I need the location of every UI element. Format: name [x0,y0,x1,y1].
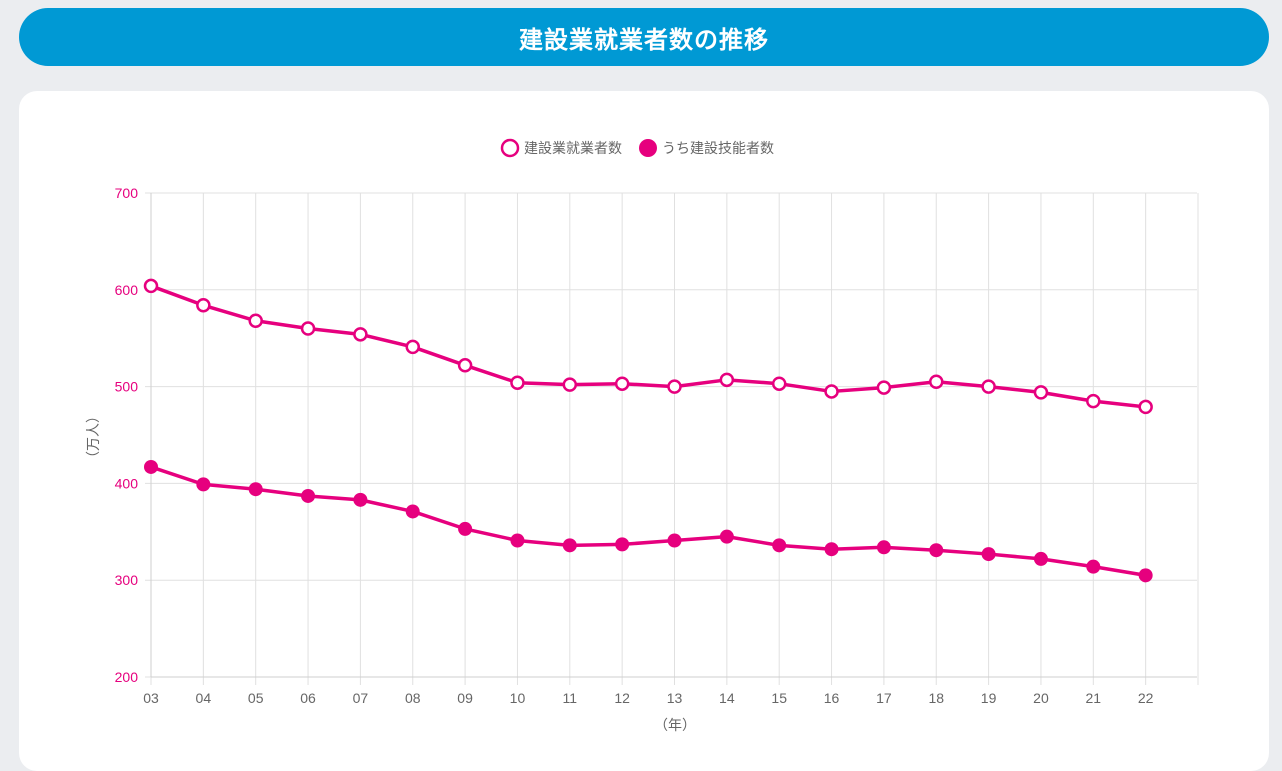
data-point-series-2 [353,492,368,507]
y-tick-label: 500 [115,379,139,395]
title-banner: 建設業就業者数の推移 [19,8,1269,66]
x-tick-label: 22 [1138,690,1154,706]
data-point-series-2 [772,538,787,553]
data-point-series-1 [457,358,473,373]
x-tick-label: 12 [614,690,630,706]
x-tick-label: 06 [300,690,316,706]
data-point-series-2 [981,547,996,562]
data-point-series-2 [458,521,473,536]
data-point-series-2 [562,538,577,553]
data-point-series-1 [248,313,263,329]
legend-marker-open [500,138,520,158]
data-point-series-2 [929,543,944,558]
x-tick-label: 10 [510,690,526,706]
data-point-series-2 [301,488,316,503]
data-point-series-1 [1033,385,1049,400]
data-point-series-2 [510,533,525,548]
x-tick-label: 15 [771,690,787,706]
x-tick-label: 05 [248,690,264,706]
data-point-series-1 [143,278,159,294]
data-point-series-2 [824,542,839,557]
data-point-series-2 [405,504,420,519]
x-axis-title: （年） [654,718,696,734]
legend-marker-filled [639,139,657,157]
x-tick-label: 03 [143,690,159,706]
data-point-series-1 [300,321,316,336]
grid [145,192,1199,685]
y-tick-label: 400 [115,475,139,491]
data-point-series-1 [929,374,944,390]
data-point-series-1 [771,376,787,391]
x-tick-label: 07 [353,690,369,706]
series-line-1 [150,284,1146,409]
legend[interactable]: 建設業就業者数 うち建設技能者数 [500,138,774,158]
data-point-series-2 [1138,568,1153,583]
y-tick-label: 200 [115,669,139,685]
x-tick-label: 04 [196,690,212,706]
y-tick-label: 600 [115,282,139,298]
x-tick-label: 20 [1033,690,1049,706]
data-point-series-1 [719,372,735,388]
series-line-2 [150,465,1146,578]
x-tick-label: 13 [667,690,683,706]
legend-label-total: 建設業就業者数 [524,141,622,157]
y-tick-label: 300 [115,572,139,588]
data-point-series-2 [196,477,211,492]
data-point-series-1 [981,379,996,394]
x-tick-label: 19 [981,690,997,706]
x-tick-label: 18 [928,690,944,706]
x-tick-label: 21 [1086,690,1102,706]
x-tick-label: 11 [563,690,578,706]
x-tick-label: 08 [405,690,421,706]
series [143,278,1153,583]
data-point-series-1 [562,377,578,392]
data-point-series-1 [1086,393,1101,409]
y-axis-title: （万人） [86,409,102,465]
legend-label-skilled: うち建設技能者数 [662,141,774,157]
data-point-series-1 [196,298,211,313]
data-point-series-2 [719,529,734,544]
data-point-series-2 [1086,559,1101,574]
data-point-series-1 [1138,399,1153,415]
data-point-series-2 [1033,551,1048,566]
page-title: 建設業就業者数の推移 [519,25,769,54]
data-point-series-1 [876,380,892,395]
chart-card: 建設業就業者数 うち建設技能者数 700 600 500 400 300 200 03 04 0… [19,91,1269,771]
x-tick-label: 14 [719,690,735,706]
data-point-series-2 [876,540,891,555]
data-point-series-1 [405,339,420,355]
y-tick-label: 700 [115,185,139,201]
data-point-series-1 [667,379,682,394]
data-point-series-1 [614,376,630,391]
x-tick-label: 16 [824,690,840,706]
x-tick-label: 17 [876,690,892,706]
data-point-series-2 [667,533,682,548]
data-point-series-2 [144,459,158,474]
data-point-series-1 [824,384,839,399]
data-point-series-1 [510,375,525,390]
data-point-series-1 [353,327,368,342]
data-point-series-2 [615,537,630,552]
x-tick-label: 09 [457,690,473,706]
data-point-series-2 [248,482,263,497]
